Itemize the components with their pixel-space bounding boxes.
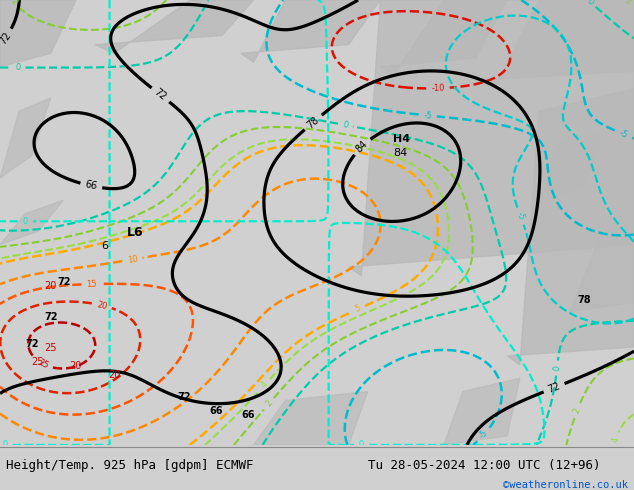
Text: 4: 4: [260, 380, 270, 390]
Text: -5: -5: [618, 128, 630, 140]
Text: 72: 72: [547, 381, 562, 395]
Polygon shape: [0, 98, 51, 178]
Text: L6: L6: [127, 226, 143, 239]
Text: 72: 72: [25, 339, 39, 349]
Text: 66: 66: [84, 180, 98, 192]
Polygon shape: [349, 0, 634, 276]
Text: 84: 84: [354, 139, 370, 154]
Text: -5: -5: [515, 211, 526, 221]
Polygon shape: [507, 89, 634, 365]
Text: 72: 72: [152, 87, 169, 103]
Text: 0: 0: [552, 365, 562, 371]
Text: 20: 20: [96, 300, 108, 311]
Text: 0: 0: [23, 217, 28, 226]
Text: 0: 0: [585, 0, 595, 7]
Text: 72: 72: [178, 392, 191, 402]
Text: 4: 4: [611, 436, 621, 443]
Text: 78: 78: [305, 115, 321, 130]
Text: 2: 2: [9, 0, 19, 7]
Text: 66: 66: [209, 406, 223, 416]
Text: 66: 66: [241, 410, 254, 420]
Text: Tu 28-05-2024 12:00 UTC (12+96): Tu 28-05-2024 12:00 UTC (12+96): [368, 459, 600, 472]
Text: -5: -5: [477, 429, 490, 441]
Text: 72: 72: [57, 277, 70, 287]
Polygon shape: [254, 392, 368, 445]
Text: Height/Temp. 925 hPa [gdpm] ECMWF: Height/Temp. 925 hPa [gdpm] ECMWF: [6, 459, 254, 472]
Text: 25: 25: [37, 358, 50, 370]
Text: 84: 84: [393, 147, 407, 158]
Polygon shape: [476, 0, 634, 89]
Text: 5: 5: [354, 304, 362, 314]
Polygon shape: [444, 378, 520, 445]
Text: -10: -10: [431, 83, 445, 93]
Text: 20: 20: [108, 370, 120, 380]
Text: 6: 6: [101, 241, 108, 251]
Text: 0: 0: [3, 441, 8, 449]
Text: 20: 20: [70, 361, 82, 371]
Text: 25: 25: [44, 343, 57, 353]
Text: 78: 78: [577, 294, 590, 305]
Text: ©weatheronline.co.uk: ©weatheronline.co.uk: [503, 480, 628, 490]
Text: 15: 15: [86, 279, 97, 289]
Polygon shape: [380, 0, 507, 75]
Polygon shape: [539, 133, 602, 200]
Text: 0: 0: [359, 441, 364, 449]
Text: -5: -5: [424, 111, 432, 121]
Text: 72: 72: [44, 312, 58, 322]
Text: 2: 2: [264, 399, 274, 409]
Text: 2: 2: [623, 0, 633, 7]
Polygon shape: [0, 0, 76, 67]
Polygon shape: [95, 0, 254, 53]
Text: 0: 0: [15, 63, 20, 72]
Text: 2: 2: [572, 407, 582, 415]
Text: H4: H4: [393, 134, 410, 145]
Text: 10: 10: [126, 254, 138, 265]
Text: 20: 20: [44, 281, 57, 291]
Text: 72: 72: [0, 30, 13, 46]
Polygon shape: [0, 200, 63, 245]
Text: 0: 0: [342, 120, 349, 130]
Polygon shape: [241, 0, 380, 62]
Text: 25: 25: [32, 357, 44, 367]
Polygon shape: [571, 222, 634, 312]
